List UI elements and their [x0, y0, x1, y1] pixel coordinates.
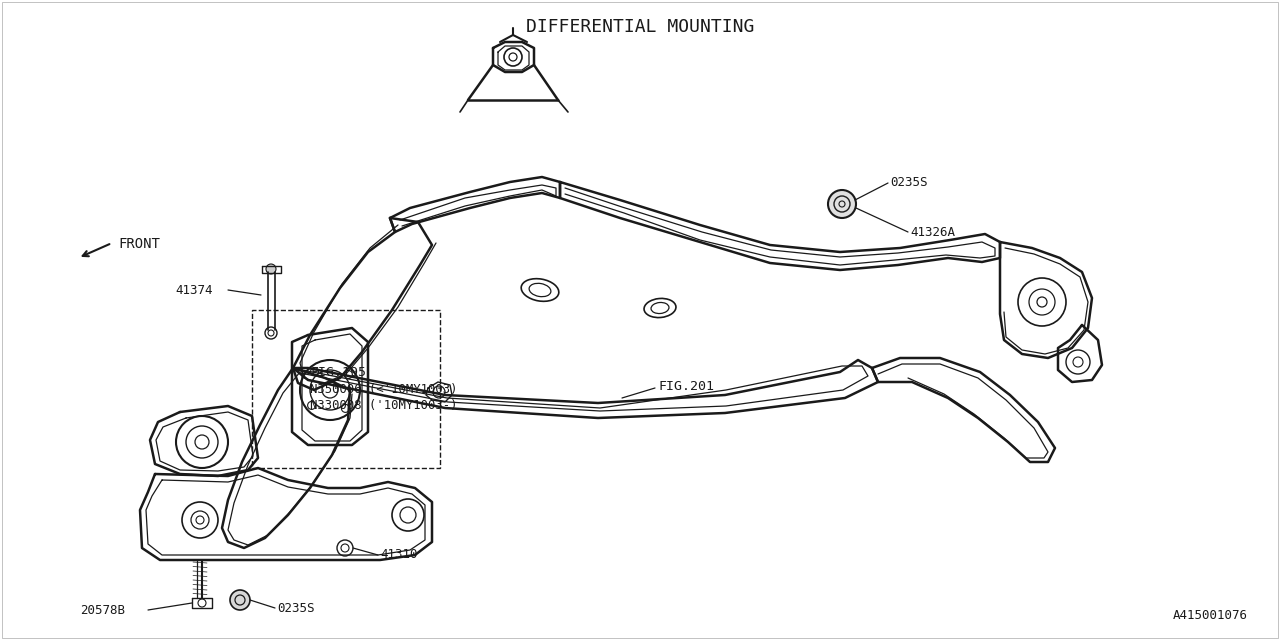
- Text: FIG.201: FIG.201: [658, 381, 714, 394]
- Text: 41374: 41374: [175, 284, 212, 296]
- Circle shape: [230, 590, 250, 610]
- Text: N350006 (<'10MY1003): N350006 (<'10MY1003): [310, 383, 457, 397]
- Text: 0235S: 0235S: [890, 175, 928, 189]
- Circle shape: [828, 190, 856, 218]
- Text: FRONT: FRONT: [118, 237, 160, 251]
- Text: 20578B: 20578B: [81, 604, 125, 616]
- Circle shape: [266, 264, 276, 274]
- Bar: [252, 310, 440, 468]
- Text: 41326A: 41326A: [910, 225, 955, 239]
- Text: DIFFERENTIAL MOUNTING: DIFFERENTIAL MOUNTING: [526, 18, 754, 36]
- Text: 0235S: 0235S: [276, 602, 315, 614]
- Text: FIG.195: FIG.195: [310, 365, 366, 378]
- Text: N330008 ('10MY1003-): N330008 ('10MY1003-): [310, 399, 457, 413]
- Text: 41310: 41310: [380, 547, 417, 561]
- Text: A415001076: A415001076: [1172, 609, 1248, 622]
